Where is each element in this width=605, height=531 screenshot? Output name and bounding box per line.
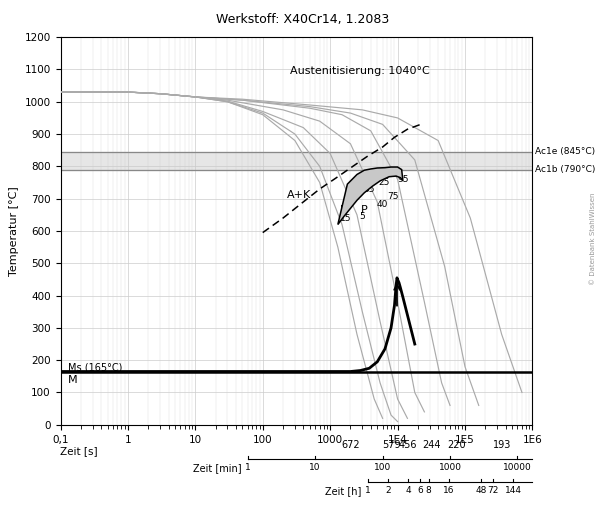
Y-axis label: Temperatur [°C]: Temperatur [°C] (9, 186, 19, 276)
Text: A+K: A+K (287, 191, 312, 200)
Text: Werkstoff: X40Cr14, 1.2083: Werkstoff: X40Cr14, 1.2083 (216, 13, 389, 26)
Text: Zeit [min]: Zeit [min] (193, 463, 245, 473)
Text: 456: 456 (398, 440, 417, 450)
Text: 144: 144 (505, 486, 522, 495)
Text: Austenitisierung: 1040°C: Austenitisierung: 1040°C (290, 66, 430, 76)
Text: 220: 220 (447, 440, 466, 450)
Text: 15: 15 (340, 213, 352, 222)
Text: 10000: 10000 (503, 463, 532, 472)
Polygon shape (338, 167, 403, 225)
Text: 10: 10 (309, 463, 321, 472)
Text: F: F (340, 205, 346, 215)
Text: 48: 48 (476, 486, 486, 495)
Text: 100: 100 (374, 463, 391, 472)
Text: Ac1b (790°C): Ac1b (790°C) (535, 165, 595, 174)
Text: 1: 1 (365, 486, 370, 495)
Text: P: P (361, 205, 368, 215)
Text: 5: 5 (359, 212, 365, 221)
Text: 193: 193 (492, 440, 511, 450)
Text: 40: 40 (377, 200, 388, 209)
Text: 35: 35 (364, 185, 375, 194)
Text: 1000: 1000 (439, 463, 462, 472)
Text: 25: 25 (378, 178, 389, 187)
Text: © Datenbank StahlWissen: © Datenbank StahlWissen (590, 193, 596, 285)
Bar (60, 152, 532, 169)
Text: Ms (165°C): Ms (165°C) (68, 362, 123, 372)
Text: 72: 72 (487, 486, 499, 495)
Text: 244: 244 (422, 440, 441, 450)
Text: 4: 4 (405, 486, 411, 495)
Text: 16: 16 (443, 486, 454, 495)
Text: 6: 6 (417, 486, 423, 495)
Text: M: M (68, 374, 78, 384)
Text: 672: 672 (341, 440, 360, 450)
Text: 1: 1 (245, 463, 250, 472)
Text: 75: 75 (387, 192, 399, 201)
Text: 579: 579 (382, 440, 401, 450)
Text: 8: 8 (426, 486, 431, 495)
Text: Zeit [s]: Zeit [s] (60, 446, 98, 456)
Text: 35: 35 (347, 185, 359, 194)
Text: Zeit [h]: Zeit [h] (325, 486, 365, 496)
Text: 5: 5 (394, 170, 401, 179)
Text: 95: 95 (397, 175, 409, 184)
Text: 2: 2 (385, 486, 391, 495)
Text: Ac1e (845°C): Ac1e (845°C) (535, 147, 595, 156)
